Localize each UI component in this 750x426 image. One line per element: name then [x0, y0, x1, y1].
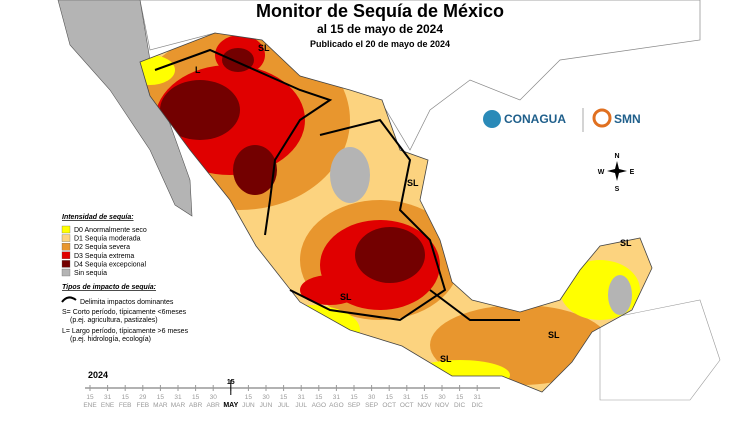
timeline-day: 15: [421, 394, 429, 401]
timeline-day: 29: [139, 394, 147, 401]
smn-icon: [592, 108, 612, 128]
compass-star: [607, 161, 627, 181]
legend-title: Intensidad de sequía:: [62, 214, 134, 221]
no-drought: [608, 275, 632, 315]
legend-label: D1 Sequía moderada: [74, 236, 141, 243]
d4-area: [233, 145, 277, 195]
title: Monitor de Sequía de México: [256, 1, 504, 21]
d4-area: [355, 227, 425, 283]
published: Publicado el 20 de mayo de 2024: [310, 39, 450, 49]
timeline-day: 15: [86, 394, 94, 401]
map-label: SL: [440, 354, 452, 364]
timeline-month: FEB: [119, 402, 132, 409]
logo-conagua: CONAGUA: [504, 112, 566, 126]
timeline-day: 31: [174, 394, 182, 401]
d3-area: [300, 275, 360, 305]
timeline-day: 30: [368, 394, 376, 401]
timeline-day: 15: [280, 394, 288, 401]
timeline-month: FEB: [136, 402, 149, 409]
legend-label: D0 Anormalmente seco: [74, 227, 147, 234]
legend-swatch: [61, 268, 71, 277]
timeline-month: MAR: [153, 402, 168, 409]
timeline-month: MAR: [171, 402, 186, 409]
impact-line-sample: [61, 296, 77, 303]
subtitle: al 15 de mayo de 2024: [317, 22, 443, 36]
compass-letter: N: [614, 153, 619, 160]
timeline-day: 31: [104, 394, 112, 401]
timeline-month: JUN: [242, 402, 255, 409]
timeline-month: DIC: [454, 402, 466, 409]
legend-label: Sin sequía: [74, 270, 107, 277]
timeline-month: ENE: [83, 402, 97, 409]
timeline-month: ABR: [207, 402, 221, 409]
d4-area: [160, 80, 240, 140]
timeline-month: ABR: [189, 402, 203, 409]
timeline-month: JUL: [278, 402, 290, 409]
timeline-month: JUL: [295, 402, 307, 409]
conagua-icon: [483, 110, 501, 128]
impacts-line: Delimita impactos dominantes: [80, 299, 174, 306]
timeline-day: 30: [210, 394, 218, 401]
timeline-month: MAY: [223, 402, 238, 409]
timeline-day: 30: [438, 394, 446, 401]
d0-area: [140, 55, 175, 85]
timeline-day: 31: [403, 394, 411, 401]
timeline-month: OCT: [400, 402, 414, 409]
map-label: SL: [258, 43, 270, 53]
impacts-note: (p.ej. hidrología, ecología): [70, 336, 151, 343]
map-label: SL: [340, 292, 352, 302]
timeline-day: 15: [192, 394, 200, 401]
timeline-day: 30: [262, 394, 270, 401]
timeline-month: SEP: [347, 402, 360, 409]
legend-swatch: [61, 243, 71, 251]
timeline-day: 15: [157, 394, 165, 401]
central-america: [599, 299, 721, 401]
impacts-note: L= Largo período, típicamente >6 meses: [62, 328, 189, 335]
timeline-day: 31: [333, 394, 341, 401]
map-label: SL: [548, 330, 560, 340]
timeline-month: JUN: [260, 402, 273, 409]
map-label: L: [195, 65, 201, 75]
map-label: SL: [407, 178, 419, 188]
legend-swatch: [61, 234, 71, 242]
impacts-title: Tipos de impacto de sequía:: [62, 284, 156, 291]
timeline-month: SEP: [365, 402, 378, 409]
no-drought: [330, 147, 370, 203]
timeline-month: AGO: [312, 402, 326, 409]
timeline-month: NOV: [435, 402, 450, 409]
compass-letter: E: [630, 169, 635, 176]
timeline-day: 31: [298, 394, 306, 401]
legend-swatch: [61, 260, 71, 268]
impact-boundary: [154, 48, 520, 322]
baja-california: [57, 0, 193, 217]
timeline-day: 15: [386, 394, 394, 401]
impacts-note: S= Corto período, típicamente <6meses: [62, 309, 187, 316]
logo-smn: SMN: [614, 112, 641, 126]
timeline-month: ENE: [101, 402, 115, 409]
compass-letter: S: [615, 186, 620, 193]
compass-letter: W: [598, 169, 605, 176]
timeline-year: 2024: [88, 370, 108, 380]
timeline-day: 15: [315, 394, 323, 401]
legend-label: D2 Sequía severa: [74, 244, 130, 251]
legend-swatch: [61, 251, 71, 259]
overlay: Intensidad de sequía: D0 Anormalmente sec…: [61, 43, 635, 409]
map-label: SL: [620, 238, 632, 248]
timeline-month: OCT: [382, 402, 396, 409]
legend-swatch: [61, 225, 71, 234]
timeline-day: 15: [245, 394, 253, 401]
timeline-month: AGO: [329, 402, 343, 409]
impacts-note: (p.ej. agricultura, pastizales): [70, 317, 158, 324]
timeline-day: 31: [474, 394, 482, 401]
legend-label: D4 Sequía excepcional: [74, 261, 146, 268]
timeline-month: NOV: [417, 402, 432, 409]
timeline-day: 15: [350, 394, 358, 401]
legend-label: D3 Sequía extrema: [74, 253, 134, 260]
timeline-day: 15: [456, 394, 464, 401]
timeline-day: 15: [122, 394, 130, 401]
timeline-month: DIC: [472, 402, 484, 409]
